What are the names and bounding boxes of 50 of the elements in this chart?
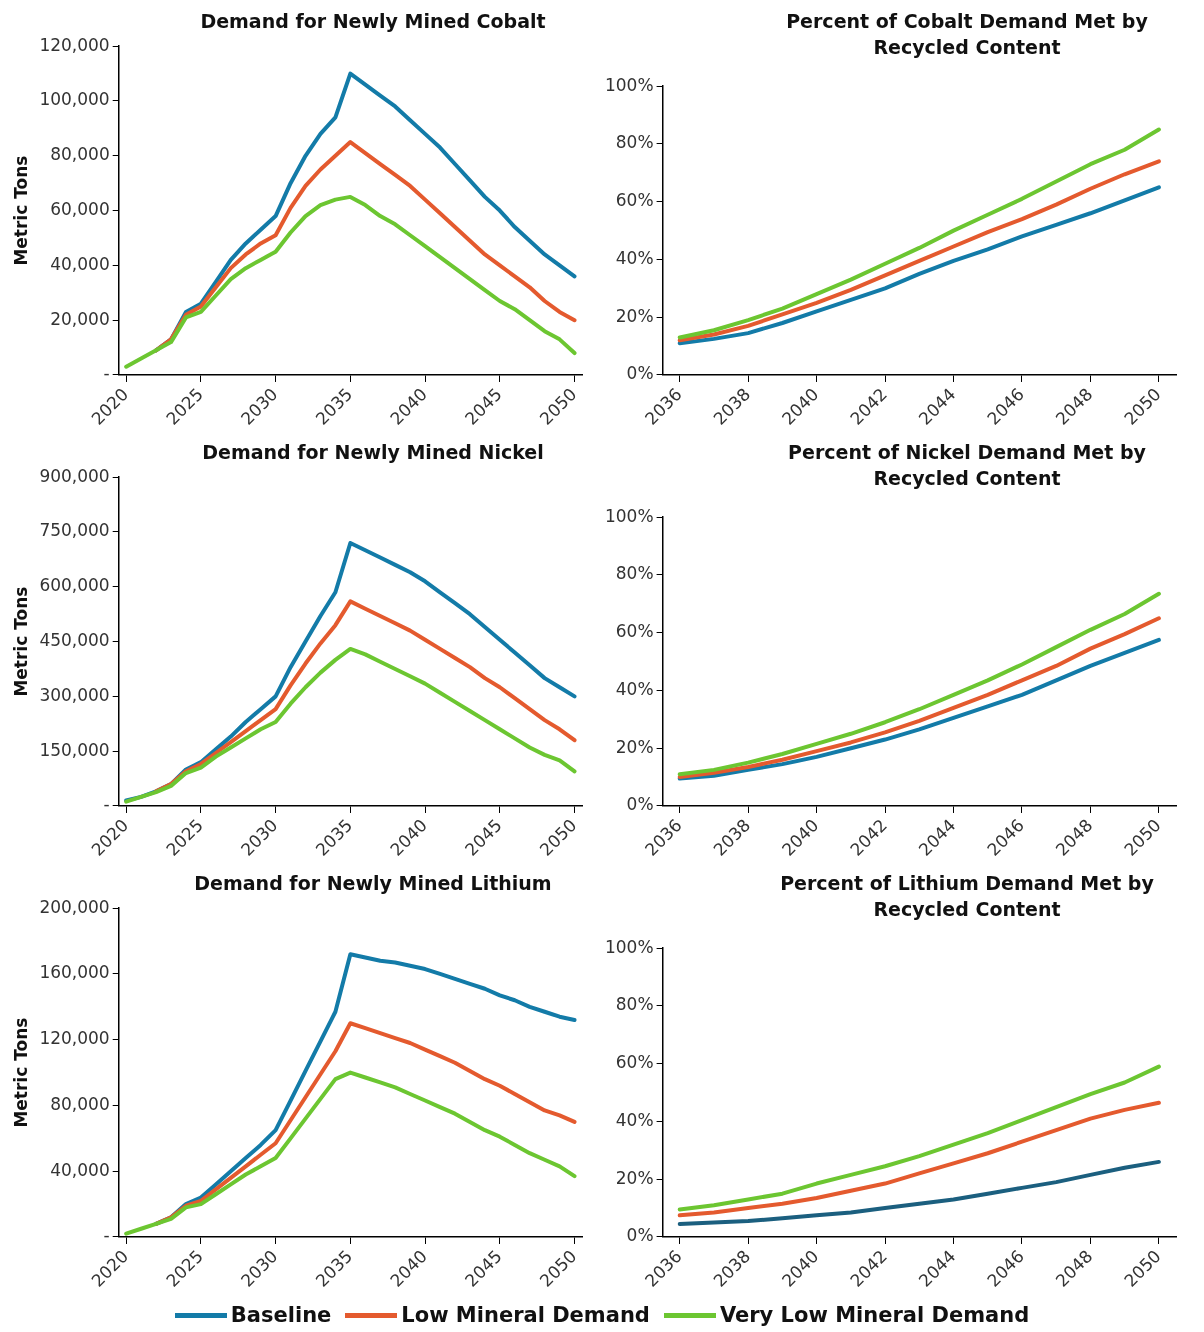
y-tick-label: 120,000 [39, 1028, 110, 1049]
y-tick-label: 40,000 [50, 253, 110, 274]
legend-label: Low Mineral Demand [401, 1303, 650, 1327]
y-tick-label: 60% [615, 190, 654, 211]
legend-label: Baseline [230, 1303, 332, 1327]
y-axis-title: Metric Tons [10, 1017, 31, 1128]
y-tick-label: 40% [615, 1109, 654, 1130]
y-tick-label: 80% [615, 563, 654, 584]
y-tick-label: 100,000 [39, 89, 110, 110]
y-axis-title: Metric Tons [10, 155, 31, 266]
y-tick-label: 40,000 [50, 1159, 110, 1180]
chart-title: Percent of Lithium Demand Met by Recycled Content [779, 871, 1155, 922]
y-tick-label: 120,000 [39, 34, 110, 55]
y-tick-label: 0% [626, 363, 654, 384]
chart-title: Demand for Newly Mined Nickel [201, 440, 545, 465]
y-tick-label: 450,000 [39, 630, 110, 651]
y-tick-label: - [103, 363, 110, 384]
chart-title: Demand for Newly Mined Lithium [193, 871, 553, 896]
y-tick-label: 40% [615, 678, 654, 699]
y-tick-label: 60,000 [50, 199, 110, 220]
y-tick-label: 160,000 [39, 962, 110, 983]
y-tick-label: 20% [615, 1167, 654, 1188]
y-tick-label: 600,000 [39, 575, 110, 596]
y-tick-label: 100% [604, 505, 654, 526]
y-axis-title: Metric Tons [10, 586, 31, 697]
y-tick-label: 60% [615, 621, 654, 642]
chart-title: Percent of Nickel Demand Met by Recycled Content [787, 440, 1147, 491]
y-tick-label: 40% [615, 247, 654, 268]
legend-label: Very Low Mineral Demand [719, 1303, 1030, 1327]
y-tick-label: - [103, 794, 110, 815]
y-tick-label: 80,000 [50, 1093, 110, 1114]
y-tick-label: 20,000 [50, 308, 110, 329]
y-tick-label: 0% [626, 794, 654, 815]
y-tick-label: 60% [615, 1052, 654, 1073]
chart-title: Percent of Cobalt Demand Met by Recycled Content [785, 9, 1149, 60]
y-tick-label: 150,000 [39, 739, 110, 760]
y-tick-label: 20% [615, 736, 654, 757]
y-tick-label: 900,000 [39, 465, 110, 486]
y-tick-label: 300,000 [39, 684, 110, 705]
y-tick-label: 0% [626, 1225, 654, 1246]
y-tick-label: 20% [615, 305, 654, 326]
y-tick-label: 80% [615, 132, 654, 153]
y-tick-label: 80,000 [50, 144, 110, 165]
y-tick-label: 750,000 [39, 520, 110, 541]
y-tick-label: 80% [615, 994, 654, 1015]
y-tick-label: - [103, 1225, 110, 1246]
chart-title: Demand for Newly Mined Cobalt [199, 9, 547, 34]
y-tick-label: 200,000 [39, 896, 110, 917]
y-tick-label: 100% [604, 936, 654, 957]
y-tick-label: 100% [604, 74, 654, 95]
